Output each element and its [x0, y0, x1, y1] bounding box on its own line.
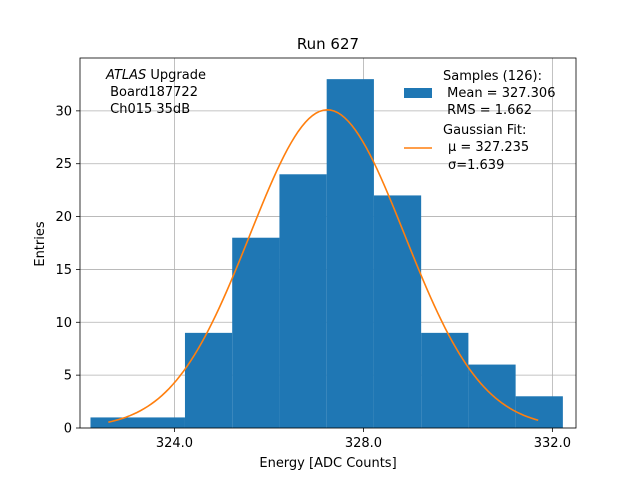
histogram-bar-2	[232, 237, 280, 428]
y-axis-label: Entries	[33, 221, 48, 267]
legend: Samples (126): Mean = 327.306 RMS = 1.66…	[404, 69, 555, 173]
atlas-annotation: ATLAS Upgrade Board187722 Ch015 35dB	[105, 68, 206, 117]
chart-title: Run 627	[297, 35, 359, 53]
y-tick-label-2: 10	[55, 316, 72, 331]
y-tick-label-0: 0	[64, 422, 72, 437]
y-tick-label-3: 15	[55, 263, 72, 278]
annotation-atlas: ATLAS	[105, 68, 146, 83]
legend-fit-sigma: σ=1.639	[448, 158, 504, 173]
x-axis-label: Energy [ADC Counts]	[259, 456, 396, 471]
legend-samples-title: Samples (126):	[443, 69, 542, 84]
x-tick-label-1: 328.0	[345, 436, 382, 451]
legend-fit-mu: μ = 327.235	[448, 140, 529, 155]
legend-fit-title: Gaussian Fit:	[443, 123, 526, 138]
histogram-bar-0	[90, 417, 185, 428]
y-tick-label-5: 25	[55, 157, 72, 172]
histogram-bar-5	[373, 195, 422, 428]
annotation-line-3: Ch015 35dB	[106, 102, 190, 117]
x-tick-label-0: 324.0	[156, 436, 193, 451]
plot-frame	[79, 57, 577, 429]
legend-samples-swatch	[404, 88, 432, 98]
legend-samples-rms: RMS = 1.662	[443, 103, 532, 118]
histogram-bar-1	[184, 332, 233, 428]
histogram-bar-6	[421, 332, 469, 428]
legend-samples-mean: Mean = 327.306	[443, 86, 555, 101]
y-axis-ticks: 0 5 10 15 20 25 30	[55, 104, 80, 437]
y-tick-label-1: 5	[64, 369, 72, 384]
x-axis-ticks: 324.0 328.0 332.0	[156, 428, 571, 451]
histogram-bar-4	[326, 79, 374, 429]
annotation-line-2: Board187722	[106, 85, 198, 100]
y-tick-label-4: 20	[55, 210, 72, 225]
annotation-line-1: ATLAS Upgrade	[105, 68, 206, 83]
histogram-bar-7	[468, 364, 516, 428]
y-tick-label-6: 30	[55, 104, 72, 119]
histogram-bars	[90, 79, 563, 429]
annotation-upgrade: Upgrade	[146, 68, 206, 83]
x-tick-label-2: 332.0	[534, 436, 571, 451]
gaussian-fit-curve	[108, 108, 539, 423]
histogram-bar-3	[279, 174, 327, 428]
histogram-bar-8	[515, 396, 563, 428]
